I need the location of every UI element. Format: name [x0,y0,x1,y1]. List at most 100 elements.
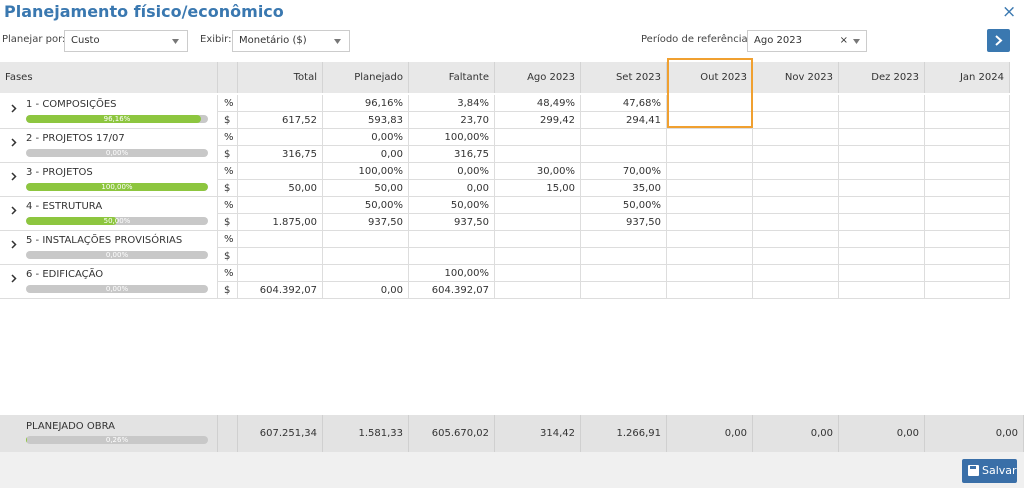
expand-chevron[interactable] [11,240,17,249]
footer-bar [0,452,1024,488]
expand-chevron[interactable] [11,206,17,215]
value-cell [238,231,323,248]
save-label: Salvar [982,464,1017,477]
dropdown-arrow [334,39,341,44]
value-cell [667,248,753,265]
close-button[interactable]: × [1002,2,1017,22]
value-cell: 937,50 [323,214,409,231]
next-button[interactable] [987,29,1010,52]
value-cell [323,231,409,248]
value-cell: 100,00% [409,129,495,146]
value-cell [925,231,1010,248]
value-cell [925,282,1010,299]
value-cell [238,95,323,112]
value-cell [753,265,839,282]
phase-name: 6 - EDIFICAÇÃO [26,269,104,280]
value-cell [925,197,1010,214]
value-cell [753,146,839,163]
value-cell [839,248,925,265]
value-cell [925,180,1010,197]
progress-label: 96,16% [103,115,131,123]
value-cell: 1.875,00 [238,214,323,231]
progress-fill [26,115,201,123]
value-cell [839,197,925,214]
value-cell: 23,70 [409,112,495,129]
expand-chevron[interactable] [11,172,17,181]
value-cell [667,197,753,214]
value-cell: 0,00 [409,180,495,197]
clear-button[interactable]: × [839,35,848,46]
value-cell [323,248,409,265]
value-cell [753,214,839,231]
value-cell [925,163,1010,180]
footer-value: 314,42 [495,415,581,452]
value-cell [753,95,839,112]
unit-cell: % [218,231,238,248]
phase-name: 1 - COMPOSIÇÕES [26,99,117,110]
plan-select[interactable]: Custo [64,30,188,52]
value-cell [839,163,925,180]
value-cell: 617,52 [238,112,323,129]
footer-value: 0,00 [753,415,839,452]
footer-value: 0,00 [839,415,925,452]
value-cell: 604.392,07 [238,282,323,299]
expand-chevron[interactable] [11,104,17,113]
show-select[interactable]: Monetário ($) [232,30,350,52]
plan-label: Planejar por: [2,34,66,45]
value-cell [581,248,667,265]
value-cell [753,248,839,265]
expand-chevron[interactable] [11,138,17,147]
unit-cell: $ [218,248,238,265]
progress-label: 0,26% [105,436,129,444]
progress-bar: 0,00% [26,285,208,293]
unit-cell: $ [218,282,238,299]
dropdown-arrow [853,39,860,44]
footer-value: 1.266,91 [581,415,667,452]
value-cell: 593,83 [323,112,409,129]
footer-value: 607.251,34 [238,415,323,452]
value-cell: 604.392,07 [409,282,495,299]
value-cell [925,214,1010,231]
value-cell: 0,00% [323,129,409,146]
value-cell [753,163,839,180]
highlight-box [667,58,753,128]
value-cell [409,231,495,248]
phase-cell [0,197,218,231]
value-cell [839,95,925,112]
value-cell [667,231,753,248]
value-cell [753,197,839,214]
value-cell: 100,00% [409,265,495,282]
header-cell: Jan 2024 [925,62,1010,93]
header-cell: Dez 2023 [839,62,925,93]
value-cell: 100,00% [323,163,409,180]
value-cell [495,231,581,248]
value-cell [323,265,409,282]
unit-cell: % [218,95,238,112]
value-cell: 3,84% [409,95,495,112]
value-cell: 50,00 [238,180,323,197]
value-cell [753,180,839,197]
phase-name: 3 - PROJETOS [26,167,93,178]
value-cell [667,129,753,146]
progress-label: 50,00% [103,217,131,225]
value-cell: 47,68% [581,95,667,112]
save-button[interactable]: Salvar [962,459,1017,483]
progress-label: 0,00% [105,149,129,157]
value-cell [925,95,1010,112]
value-cell [667,180,753,197]
value-cell [581,129,667,146]
value-cell [581,265,667,282]
value-cell: 50,00% [581,197,667,214]
unit-cell: $ [218,180,238,197]
phase-cell [0,163,218,197]
period-select[interactable]: Ago 2023 × [747,30,867,52]
expand-chevron[interactable] [11,274,17,283]
value-cell [839,146,925,163]
value-cell [495,282,581,299]
value-cell [495,214,581,231]
value-cell [495,197,581,214]
phase-cell [0,129,218,163]
value-cell [238,248,323,265]
unit-cell: $ [218,112,238,129]
